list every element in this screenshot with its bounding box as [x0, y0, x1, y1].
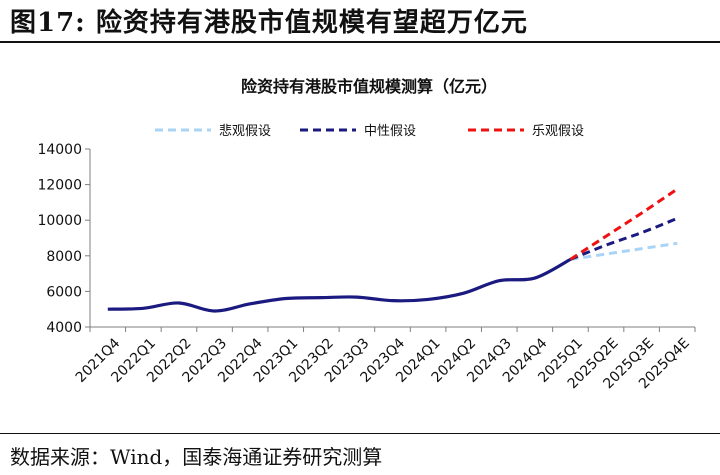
series-line-3 [569, 187, 679, 261]
y-axis: 4000 6000 8000 10000 12000 14000 [37, 142, 91, 336]
y-tick-label: 12000 [37, 178, 82, 194]
y-tick-label: 8000 [46, 249, 82, 265]
y-tick-label: 14000 [37, 142, 82, 158]
legend-label: 中性假设 [364, 124, 416, 139]
top-rule [0, 41, 720, 43]
legend-label: 乐观假设 [532, 124, 584, 139]
chart-title: 险资持有港股市值规模测算（亿元） [241, 77, 497, 96]
series-line-actual [107, 257, 572, 313]
legend-item: 悲观假设 [155, 123, 271, 139]
legend-item: 中性假设 [300, 124, 416, 139]
y-tick-label: 10000 [37, 213, 82, 229]
legend-label: 悲观假设 [219, 123, 271, 139]
series-line-2 [569, 217, 678, 261]
y-tick-label: 6000 [46, 284, 82, 300]
series-line-1 [570, 241, 678, 261]
plot-area [107, 187, 679, 313]
bottom-rule [0, 433, 720, 434]
legend-item: 乐观假设 [468, 124, 584, 139]
chart-legend: 悲观假设 中性假设 乐观假设 [155, 123, 584, 139]
figure-title: 图17: 险资持有港股市值规模有望超万亿元 [10, 8, 528, 38]
source-note: 数据来源：Wind，国泰海通证券研究测算 [10, 445, 383, 469]
line-chart: 险资持有港股市值规模测算（亿元） 悲观假设 中性假设 乐观假设 4000 6000 80… [37, 77, 696, 392]
x-axis: 2021Q42022Q12022Q22022Q32022Q42023Q12023… [73, 326, 696, 392]
y-tick-label: 4000 [46, 320, 82, 336]
